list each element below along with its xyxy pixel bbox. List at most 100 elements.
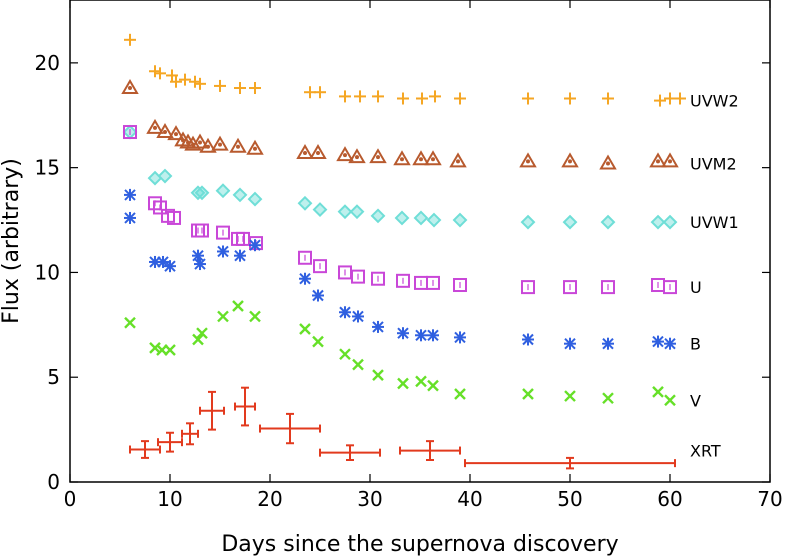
- v-point: [454, 388, 466, 400]
- uvw1-point: [215, 183, 231, 199]
- b-point: [194, 258, 206, 271]
- uvw2-point: [674, 92, 686, 105]
- b-point: [124, 188, 136, 201]
- x-axis-title: Days since the supernova discovery: [221, 532, 618, 557]
- uvw1-point: [452, 212, 468, 228]
- uvw2-point: [429, 90, 441, 103]
- band-label: UVW1: [690, 213, 739, 232]
- xrt-point: [129, 440, 161, 459]
- y-tick-label: 15: [35, 156, 60, 180]
- uvw1-point: [157, 168, 173, 184]
- uvw1-point: [349, 204, 365, 220]
- v-point: [339, 348, 351, 361]
- u-point: [216, 225, 230, 240]
- band-label: UVW2: [690, 92, 739, 111]
- v-point: [164, 344, 176, 356]
- u-point: [371, 271, 385, 286]
- uvw2-point: [602, 92, 614, 105]
- b-point: [124, 211, 136, 224]
- u-point: [426, 275, 440, 290]
- axes-frame: [69, 0, 771, 483]
- x-axis: 0 10 20 30 40 50 60 70: [64, 0, 783, 511]
- uvw2-point: [454, 92, 466, 105]
- xrt-point: [399, 440, 461, 461]
- uvw2-point: [214, 79, 226, 92]
- uvm2-point: [199, 137, 217, 153]
- xrt-point: [199, 390, 225, 431]
- u-point: [351, 269, 365, 284]
- uvw1-point: [370, 208, 386, 224]
- v-point: [664, 394, 676, 407]
- uvw1-point: [147, 170, 163, 186]
- b-point: [234, 249, 246, 262]
- v-point: [196, 327, 208, 340]
- uvm2-point: [519, 152, 537, 168]
- uvm2-point: [348, 148, 366, 164]
- xrt-point: [259, 412, 321, 445]
- uvm2-point: [296, 143, 314, 159]
- y-tick-label: 5: [47, 365, 60, 389]
- uvw1-point: [426, 212, 442, 228]
- b-point: [454, 331, 466, 344]
- v-point: [299, 323, 311, 335]
- uvw2-point: [170, 75, 182, 88]
- uvm2-point: [309, 143, 327, 159]
- v-point: [652, 386, 664, 398]
- uvw2-point: [397, 92, 409, 105]
- uvw1-point: [337, 204, 353, 220]
- v-point: [217, 310, 229, 323]
- b-point: [427, 329, 439, 342]
- y-tick-label: 10: [35, 260, 60, 284]
- uvw1-point: [232, 187, 248, 203]
- b-point: [602, 337, 614, 350]
- uvw2-point: [166, 69, 178, 82]
- u-point: [601, 280, 615, 295]
- x-tick-label: 30: [357, 487, 382, 511]
- u-point: [167, 210, 181, 225]
- v-point: [312, 335, 324, 348]
- uvm2-point: [424, 150, 442, 166]
- uvm2-point: [167, 125, 185, 141]
- uvw1-point: [413, 210, 429, 226]
- v-point: [427, 379, 439, 392]
- u-point: [313, 259, 327, 274]
- uvw2-point: [154, 67, 166, 80]
- x-tick-label: 20: [257, 487, 282, 511]
- uvw2-point: [564, 92, 576, 105]
- uvm2-point: [211, 135, 229, 151]
- b-point: [164, 260, 176, 273]
- v-point: [372, 369, 384, 381]
- u-point: [663, 280, 677, 295]
- b-point: [564, 337, 576, 350]
- xrt-point: [464, 456, 676, 470]
- b-point: [415, 329, 427, 342]
- uvw1-point: [600, 214, 616, 230]
- v-point: [564, 390, 576, 402]
- u-point: [414, 275, 428, 290]
- b-point: [352, 310, 364, 323]
- b-point: [217, 245, 229, 258]
- u-point: [396, 273, 410, 288]
- u-point: [651, 278, 665, 293]
- u-point: [123, 125, 137, 140]
- uvw2-point: [416, 92, 428, 105]
- uvm2-point: [229, 137, 247, 153]
- uvm2-point: [336, 146, 354, 162]
- v-point: [397, 377, 409, 390]
- uvm2-point: [661, 152, 679, 168]
- b-point: [522, 333, 534, 346]
- y-axis: 0 5 10 15 20: [35, 51, 770, 494]
- x-tick-label: 60: [657, 487, 682, 511]
- plot-area: [121, 33, 686, 470]
- uvm2-point: [649, 152, 667, 168]
- uvw1-point: [520, 214, 536, 230]
- xrt-point: [319, 444, 381, 461]
- x-tick-label: 50: [557, 487, 582, 511]
- uvm2-point: [246, 139, 264, 155]
- band-label: V: [690, 391, 701, 410]
- v-point: [522, 388, 534, 400]
- uvw2-point: [354, 90, 366, 103]
- uvw1-point: [394, 210, 410, 226]
- b-point: [192, 249, 204, 262]
